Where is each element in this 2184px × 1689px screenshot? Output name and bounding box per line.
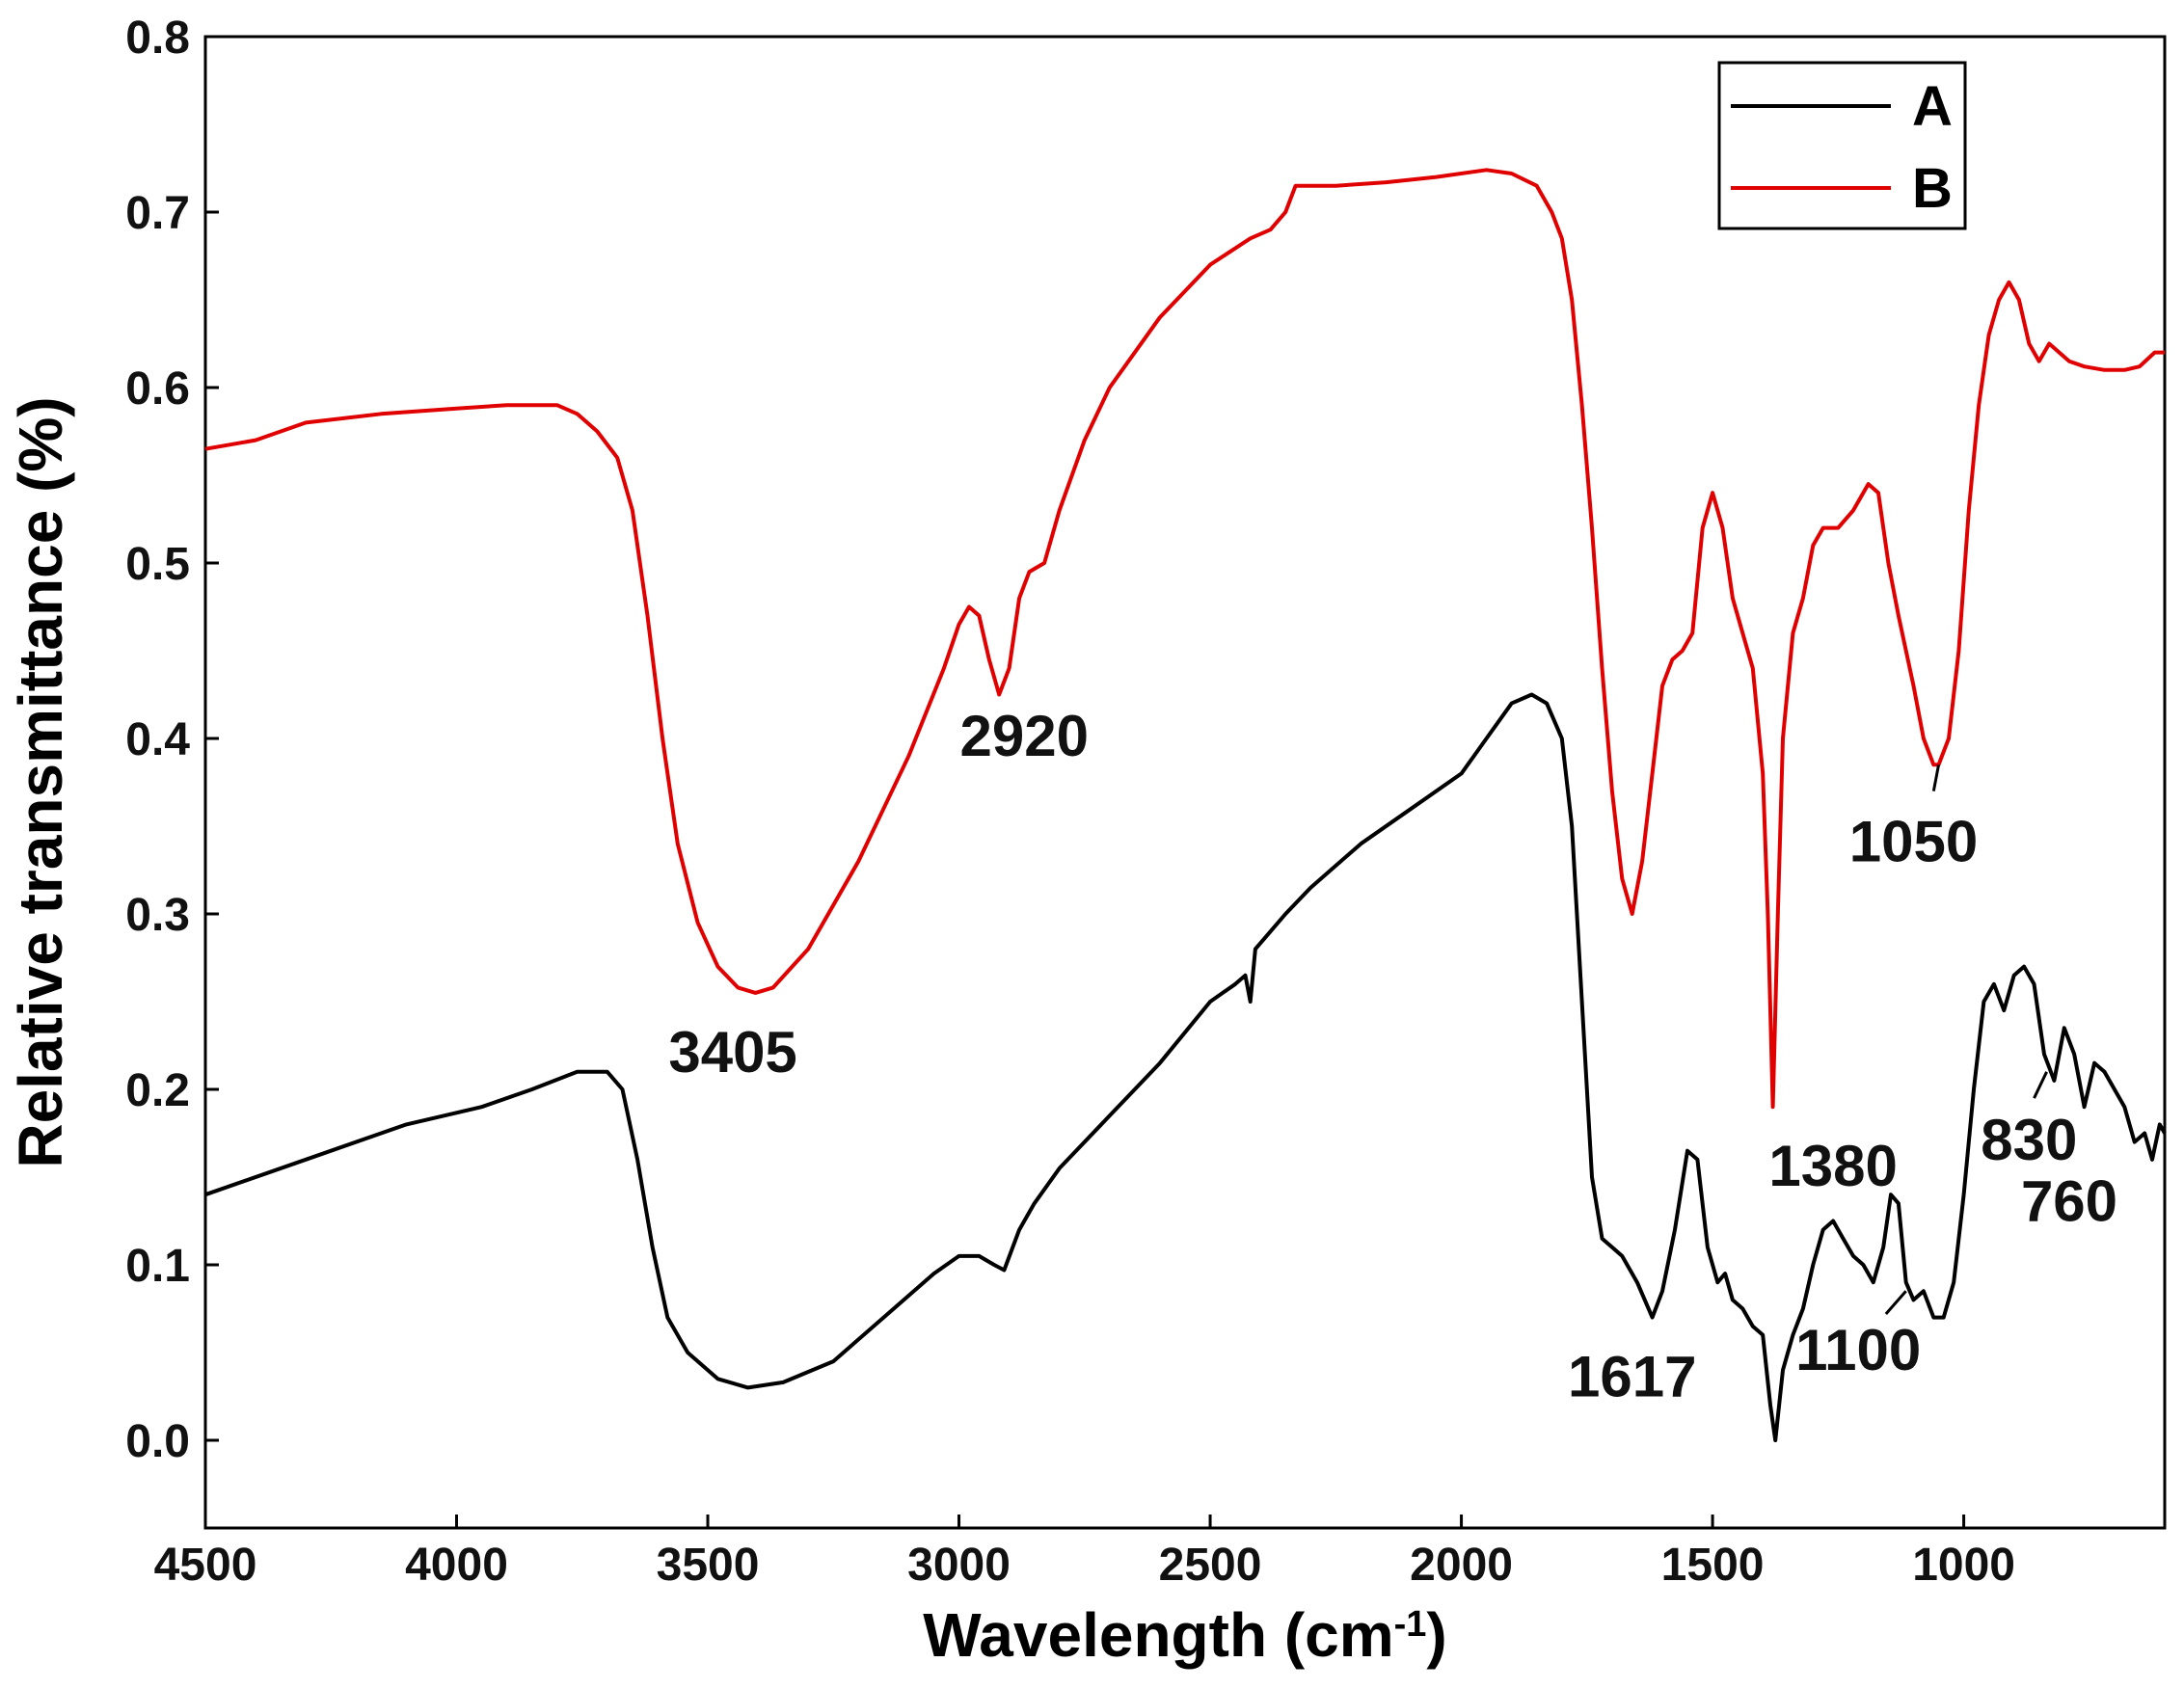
peak-annotation: 1100 [1795, 1318, 1921, 1382]
peak-annotation: 2920 [960, 704, 1089, 768]
x-tick-label: 4000 [405, 1540, 508, 1591]
x-tick-label: 4500 [154, 1540, 257, 1591]
y-tick-label: 0.3 [125, 890, 190, 941]
peak-annotation: 830 [1981, 1108, 2077, 1172]
y-tick-label: 0.0 [125, 1416, 190, 1467]
y-axis-title: Relative transmittance (%) [6, 396, 75, 1167]
x-axis-title-superscript: -1 [1394, 1604, 1427, 1645]
plot-frame [203, 35, 2167, 1530]
x-tick-label: 2000 [1410, 1540, 1513, 1591]
y-tick-label: 0.1 [125, 1241, 190, 1292]
plot-area [203, 35, 2167, 1530]
annotation-leader [2033, 1071, 2048, 1099]
legend-label-a: A [1912, 75, 1953, 138]
annotation-leader [1931, 764, 1941, 791]
peak-annotation: 1617 [1568, 1345, 1696, 1409]
x-axis-title-main: Wavelength (cm [923, 1600, 1393, 1670]
peak-annotation: 1050 [1849, 809, 1978, 873]
legend: AB [1717, 61, 1967, 230]
x-axis-title-close: ) [1426, 1600, 1446, 1670]
y-tick-label: 0.7 [125, 188, 190, 239]
legend-box [1717, 61, 1967, 230]
x-axis-ticks: 4500 4000 3500 3000 2500 2000 1500 1000 [154, 1515, 2015, 1591]
series-line-a [204, 692, 2167, 1442]
y-tick-label: 0.8 [125, 13, 190, 64]
series-layer [204, 168, 2167, 1442]
y-tick-label: 0.6 [125, 363, 190, 415]
y-tick-label: 0.4 [125, 714, 190, 765]
legend-label-b: B [1912, 157, 1953, 220]
x-tick-label: 2500 [1159, 1540, 1262, 1591]
y-tick-label: 0.5 [125, 539, 190, 590]
x-axis-title: Wavelength (cm-1) [923, 1600, 1446, 1670]
y-axis-ticks: 0.0 0.1 0.2 0.3 0.4 0.5 0.6 0.7 0.8 [125, 13, 219, 1467]
x-tick-label: 1500 [1661, 1540, 1765, 1591]
x-tick-label: 1000 [1912, 1540, 2015, 1591]
peak-annotation: 1380 [1768, 1134, 1897, 1198]
x-tick-label: 3500 [657, 1540, 760, 1591]
series-line-b [204, 168, 2165, 1110]
peak-annotation: 760 [2021, 1169, 2117, 1234]
y-tick-label: 0.2 [125, 1065, 190, 1116]
annotation-leader [1884, 1290, 1907, 1315]
peak-annotation: 3405 [668, 1020, 796, 1085]
x-tick-label: 3000 [907, 1540, 1011, 1591]
